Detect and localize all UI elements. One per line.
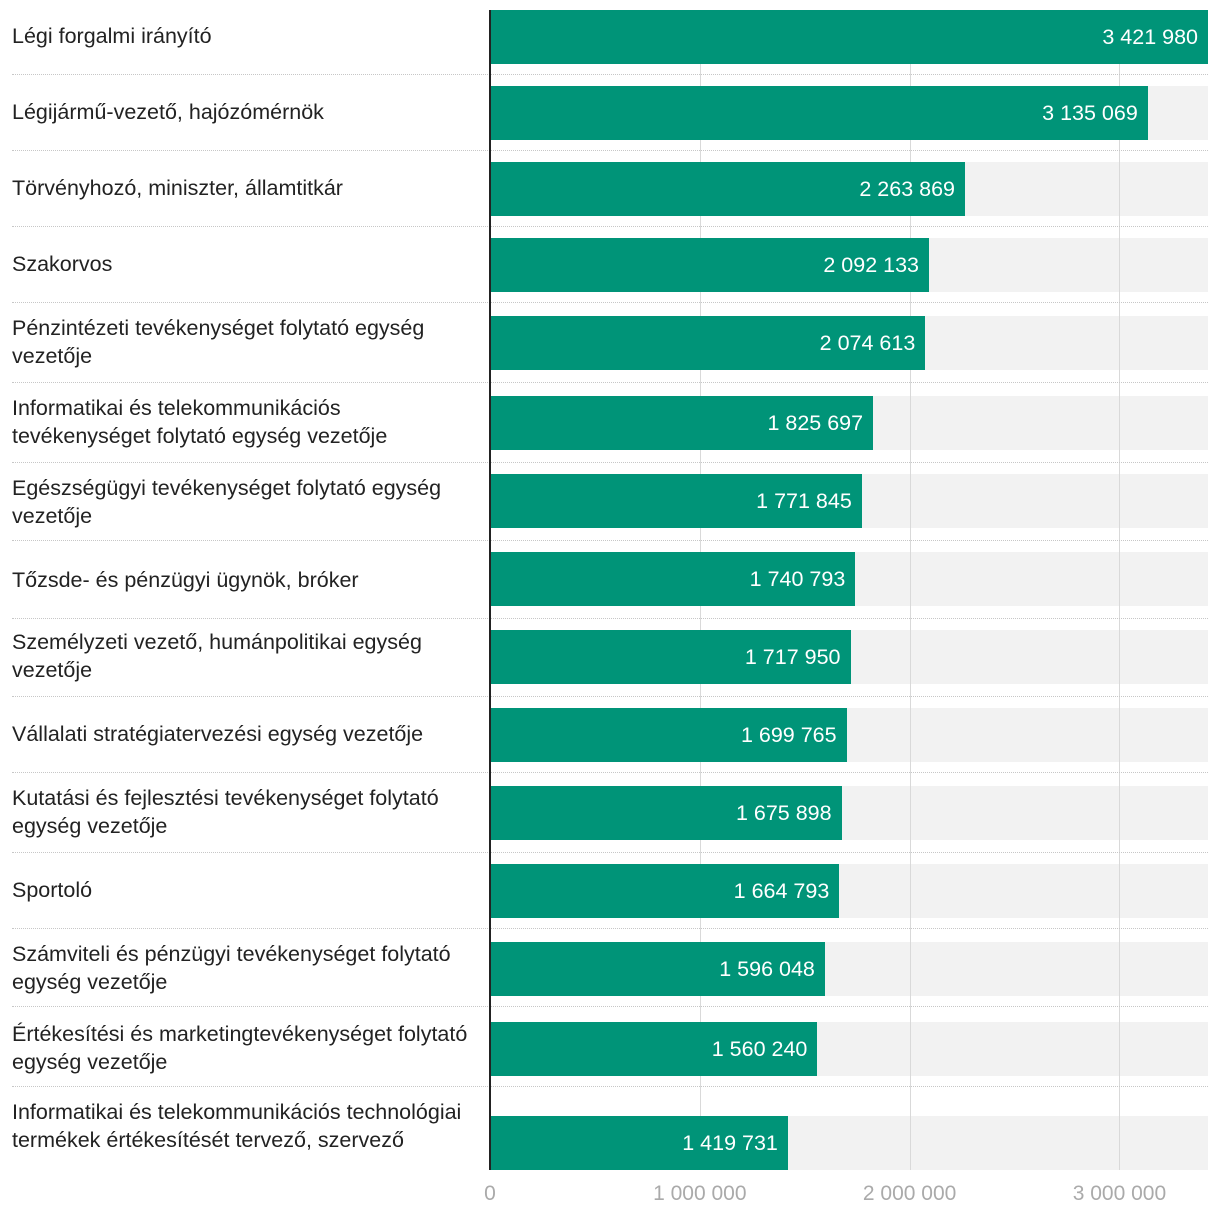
- bar: [490, 316, 926, 370]
- category-label: Egészségügyi tevékenységet folytató egys…: [12, 476, 442, 528]
- row-separator: [12, 928, 1208, 929]
- value-label: 2 263 869: [859, 177, 955, 201]
- category-label: Szakorvos: [12, 252, 113, 276]
- row-separator: [12, 74, 1208, 75]
- row-separator: [12, 462, 1208, 463]
- category-label: Tőzsde- és pénzügyi ügynök, bróker: [12, 568, 359, 592]
- row-separator: [12, 540, 1208, 541]
- gridline: [910, 10, 911, 1170]
- value-label: 1 675 898: [735, 801, 832, 825]
- value-label: 2 092 133: [823, 253, 919, 277]
- category-label: Légi forgalmi irányító: [12, 24, 212, 48]
- bar: [490, 1116, 788, 1170]
- value-label: 3 135 069: [1042, 101, 1138, 125]
- row-separator: [12, 226, 1208, 227]
- row-separator: [12, 382, 1208, 383]
- bar: [490, 630, 851, 684]
- bar: [490, 552, 856, 606]
- category-label: Informatikai és telekommunikációs tevéke…: [12, 396, 388, 448]
- row-separator: [12, 1006, 1208, 1007]
- bar: [490, 10, 1208, 64]
- value-label: 1 596 048: [719, 957, 815, 981]
- value-label: 1 699 765: [740, 723, 837, 747]
- bar: [490, 238, 929, 292]
- category-label: Személyzeti vezető, humánpolitikai egysé…: [12, 630, 422, 682]
- bar: [490, 86, 1148, 140]
- row-separator: [12, 618, 1208, 619]
- row-separator: [12, 1086, 1208, 1087]
- row-separator: [12, 150, 1208, 151]
- bar: [490, 786, 842, 840]
- x-tick-label: 3 000 000: [1072, 1182, 1167, 1205]
- row-separator: [12, 302, 1208, 303]
- category-label: Kutatási és fejlesztési tevékenységet fo…: [12, 786, 439, 838]
- x-tick-label: 2 000 000: [862, 1182, 957, 1205]
- value-label: 2 074 613: [819, 331, 916, 355]
- bar: [490, 942, 825, 996]
- category-label: Törvényhozó, miniszter, államtitkár: [12, 176, 343, 200]
- value-label: 1 560 240: [711, 1037, 808, 1061]
- category-label: Értékesítési és marketingtevékenységet f…: [12, 1022, 468, 1074]
- value-label: 1 825 697: [767, 411, 864, 435]
- category-label: Informatikai és telekommunikációs techno…: [12, 1100, 462, 1152]
- category-label: Számviteli és pénzügyi tevékenységet fol…: [12, 942, 451, 994]
- value-label: 1 717 950: [744, 645, 841, 669]
- value-label: 1 664 793: [733, 879, 830, 903]
- row-separator: [12, 696, 1208, 697]
- value-label: 1 740 793: [749, 567, 846, 591]
- category-label: Légijármű-vezető, hajózómérnök: [12, 100, 324, 124]
- bar: [490, 396, 874, 450]
- category-label: Vállalati stratégiatervezési egység veze…: [12, 722, 424, 746]
- value-label: 1 419 731: [682, 1131, 778, 1155]
- row-separator: [12, 772, 1208, 773]
- row-separator: [12, 852, 1208, 853]
- category-label: Sportoló: [12, 878, 93, 902]
- y-axis-line: [489, 10, 491, 1170]
- bar: [490, 474, 862, 528]
- value-label: 1 771 845: [756, 489, 852, 513]
- gridline: [1119, 10, 1120, 1170]
- bar: [490, 864, 840, 918]
- value-label: 3 421 980: [1102, 25, 1198, 49]
- x-tick-label: 0: [484, 1182, 496, 1205]
- bar: [490, 708, 847, 762]
- bar: [490, 162, 965, 216]
- category-label: Pénzintézeti tevékenységet folytató egys…: [12, 316, 425, 368]
- bar: [490, 1022, 818, 1076]
- x-tick-label: 1 000 000: [653, 1182, 747, 1205]
